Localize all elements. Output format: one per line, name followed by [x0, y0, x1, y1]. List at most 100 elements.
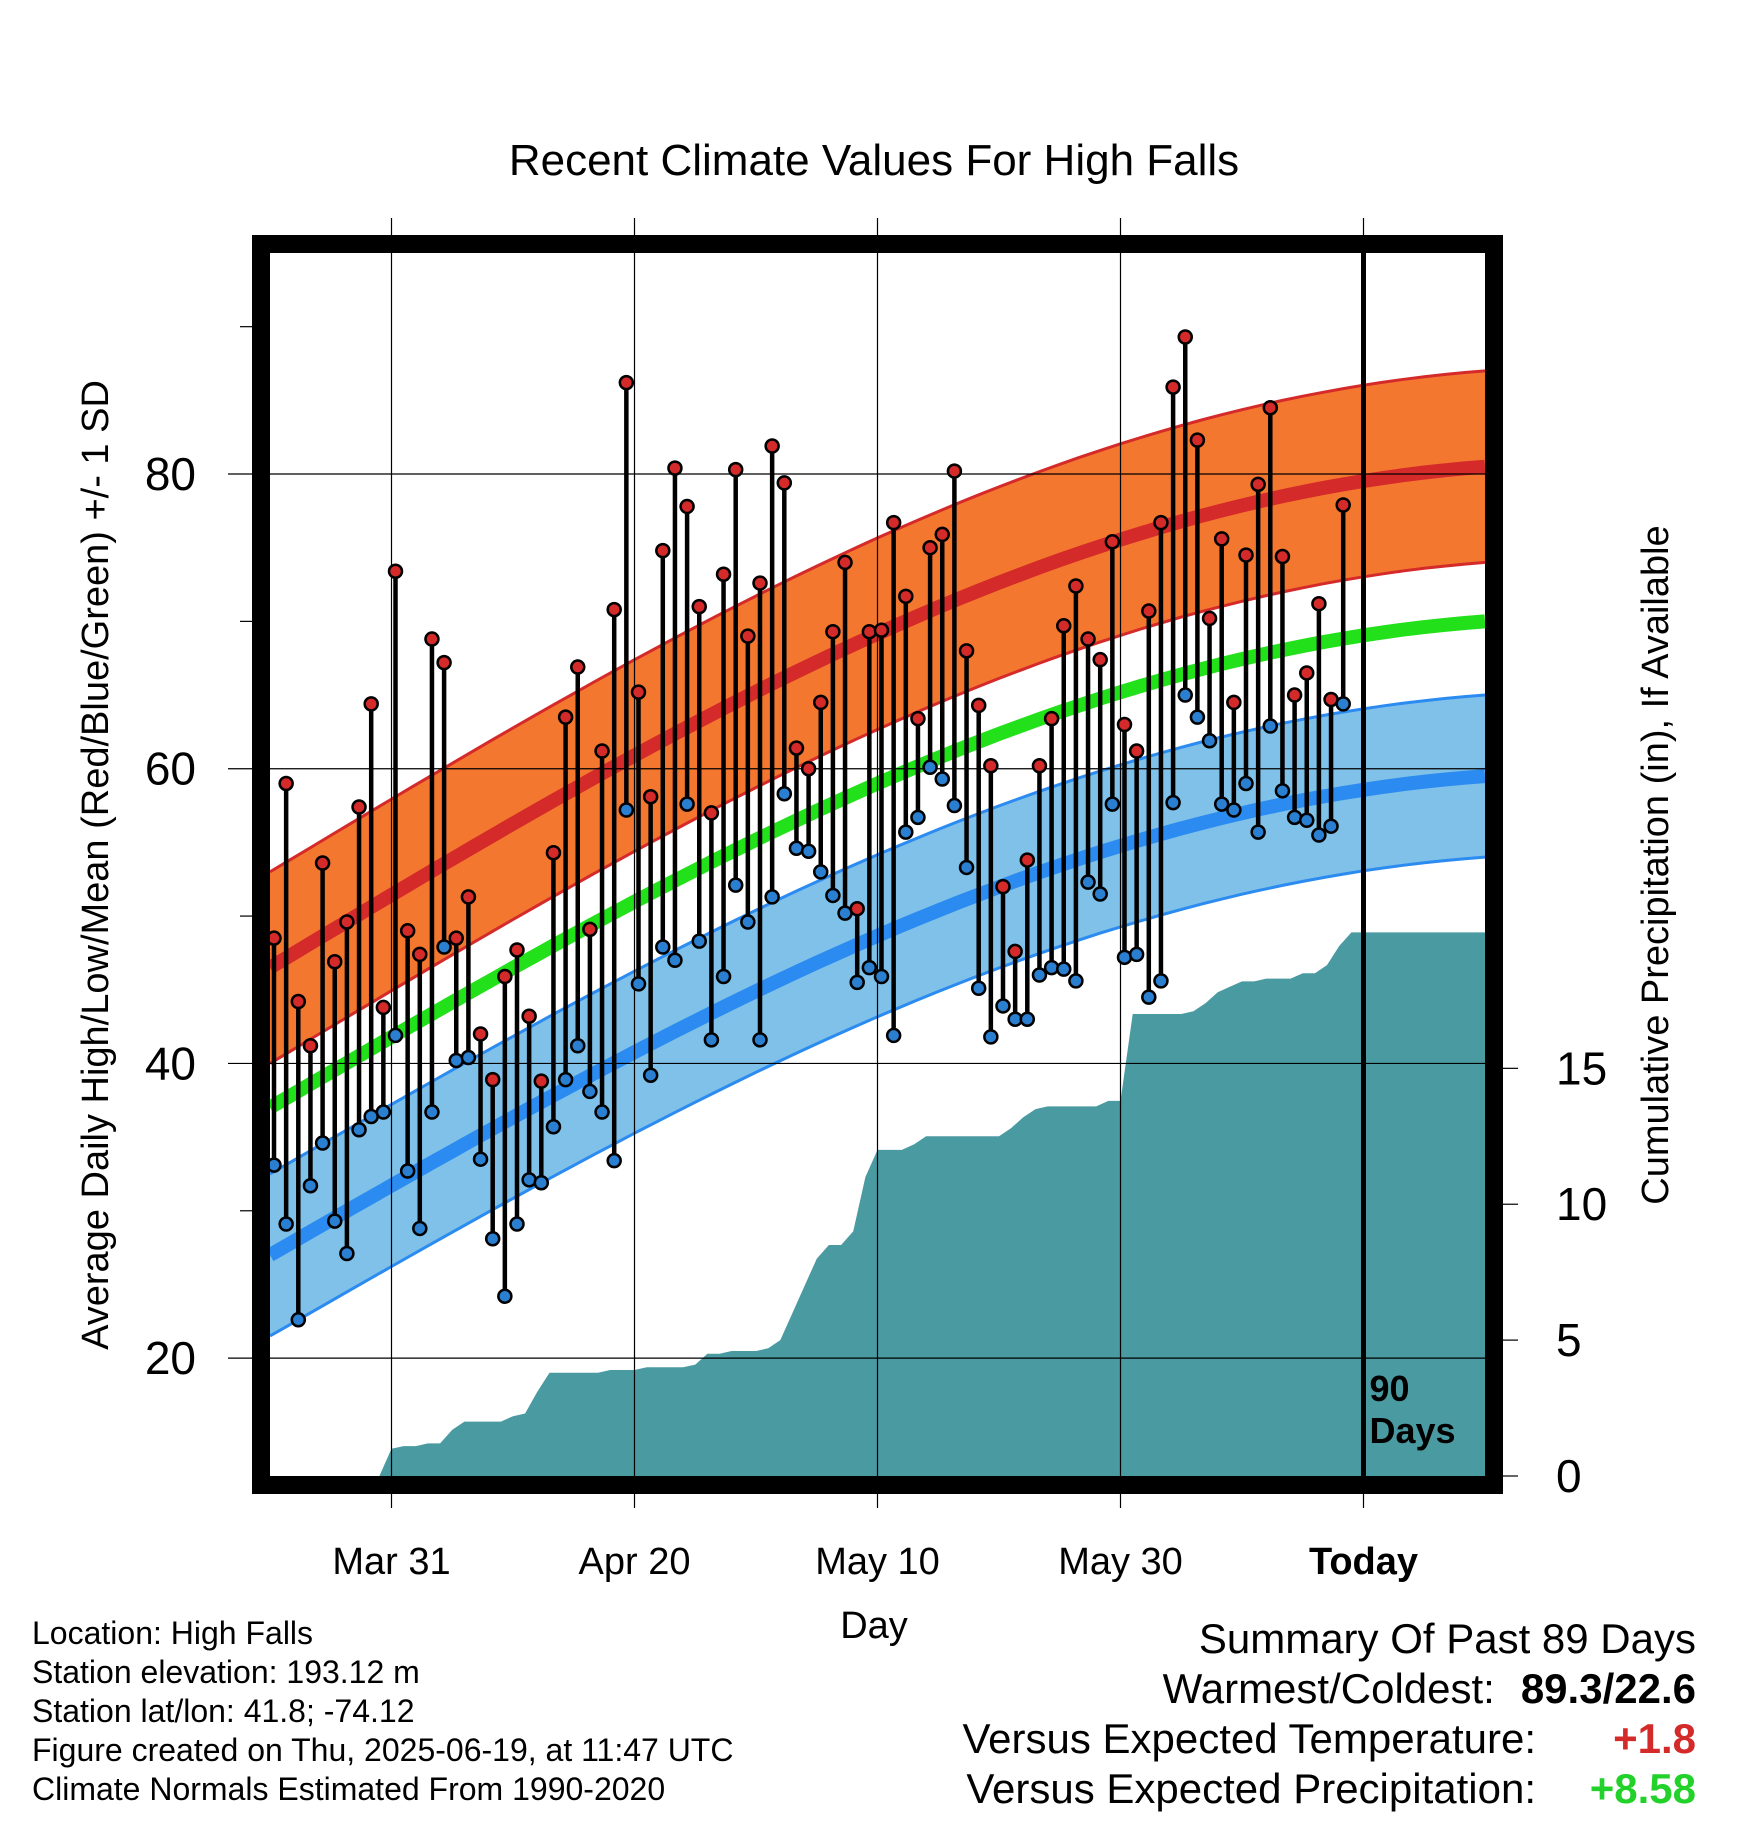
daily-high-point: [667, 460, 683, 476]
daily-low-point: [1104, 796, 1121, 812]
daily-high-point: [898, 588, 914, 605]
daily-high-point: [764, 438, 780, 454]
daily-low-point: [270, 1157, 282, 1173]
warm-cold-label: Warmest/Coldest:: [1162, 1665, 1495, 1712]
daily-high-point: [472, 1026, 489, 1042]
precip-line: Versus Expected Precipitation: +8.58: [962, 1764, 1696, 1814]
daily-low-point: [873, 968, 890, 985]
daily-high-point: [497, 968, 513, 985]
daily-high-point: [1165, 379, 1181, 395]
daily-high-point: [448, 930, 464, 946]
daily-high-point: [339, 914, 355, 930]
daily-high-point: [1153, 514, 1169, 531]
daily-high-point: [460, 889, 477, 905]
daily-high-point: [922, 539, 938, 556]
daily-high-point: [1311, 595, 1327, 612]
daily-high-point: [885, 514, 902, 531]
daily-low-point: [594, 1104, 610, 1120]
daily-low-point: [983, 1029, 999, 1045]
daily-high-point: [1250, 476, 1266, 493]
daily-high-point: [302, 1037, 319, 1054]
daily-low-point: [1213, 796, 1230, 812]
daily-low-point: [1141, 989, 1157, 1005]
daily-high-point: [813, 694, 829, 711]
daily-high-point: [278, 775, 294, 792]
daily-low-point: [570, 1037, 586, 1054]
daily-high-point: [387, 563, 404, 580]
daily-low-point: [691, 933, 707, 949]
daily-low-point: [825, 887, 841, 904]
daily-high-point: [800, 760, 817, 777]
daily-high-point: [837, 554, 853, 571]
daily-high-point: [270, 930, 282, 946]
daily-low-point: [448, 1052, 464, 1069]
daily-high-point: [521, 1008, 537, 1025]
daily-low-point: [922, 759, 938, 775]
daily-low-point: [740, 914, 756, 930]
daily-high-point: [983, 758, 999, 774]
daily-high-point: [1286, 687, 1303, 703]
warm-cold-line: Warmest/Coldest: 89.3/22.6: [962, 1664, 1696, 1714]
daily-low-point: [606, 1152, 622, 1169]
y-right-tick-label: 5: [1556, 1314, 1582, 1366]
daily-low-point: [1031, 967, 1048, 983]
daily-high-point: [1238, 547, 1254, 563]
y-right-tick-label: 15: [1556, 1042, 1607, 1094]
daily-high-point: [1019, 852, 1036, 868]
daily-low-point: [655, 939, 671, 955]
daily-low-point: [436, 939, 452, 955]
daily-low-point: [339, 1245, 355, 1262]
location-text: Location: High Falls: [32, 1615, 314, 1651]
daily-low-point: [642, 1067, 659, 1083]
daily-low-point: [934, 771, 950, 787]
y-left-tick-label: 60: [145, 743, 196, 795]
plot-frame: [252, 235, 1503, 1494]
daily-high-point: [910, 710, 926, 727]
daily-low-point: [351, 1121, 367, 1138]
daily-high-point: [1128, 743, 1145, 759]
daily-low-point: [861, 959, 878, 976]
daily-low-point: [424, 1104, 440, 1120]
daily-low-point: [1201, 732, 1218, 749]
latlon-text: Station lat/lon: 41.8; -74.12: [32, 1693, 415, 1729]
temp-label: Versus Expected Temperature:: [962, 1715, 1536, 1762]
daily-high-point: [934, 526, 950, 543]
daily-low-point: [484, 1231, 501, 1247]
daily-high-point: [327, 954, 343, 970]
temp-value: +1.8: [1613, 1715, 1696, 1762]
daily-low-point: [1165, 794, 1181, 811]
daily-low-point: [885, 1027, 902, 1044]
daily-high-point: [825, 623, 841, 640]
daily-high-point: [1141, 603, 1157, 619]
daily-high-point: [788, 740, 805, 756]
daily-high-point: [776, 475, 793, 491]
daily-low-point: [1092, 886, 1108, 902]
today-marker-label-line: Days: [1370, 1410, 1456, 1451]
daily-high-point: [363, 696, 379, 712]
x-tick-label: Today: [1309, 1541, 1418, 1583]
daily-low-point: [1274, 783, 1291, 799]
daily-low-point: [630, 976, 647, 992]
daily-high-point: [1335, 497, 1351, 513]
daily-high-point: [946, 463, 963, 479]
daily-low-point: [327, 1213, 343, 1229]
created-text: Figure created on Thu, 2025-06-19, at 11…: [32, 1732, 734, 1768]
daily-high-point: [314, 855, 331, 871]
daily-low-point: [290, 1312, 307, 1328]
daily-high-point: [570, 659, 586, 675]
daily-low-point: [727, 877, 744, 893]
daily-low-point: [703, 1032, 720, 1048]
y-left-tick-label: 20: [145, 1332, 196, 1384]
daily-high-point: [873, 622, 890, 638]
daily-low-point: [715, 968, 732, 985]
daily-low-point: [667, 952, 683, 969]
station-info: Location: High Falls Station elevation: …: [32, 1614, 733, 1809]
daily-low-point: [302, 1177, 319, 1194]
daily-high-point: [1007, 943, 1023, 960]
daily-high-point: [740, 628, 756, 644]
warm-cold-value: 89.3/22.6: [1520, 1665, 1696, 1712]
daily-high-point: [412, 946, 428, 963]
daily-low-point: [1262, 718, 1279, 734]
daily-low-point: [1056, 961, 1072, 977]
daily-high-point: [1201, 610, 1218, 627]
